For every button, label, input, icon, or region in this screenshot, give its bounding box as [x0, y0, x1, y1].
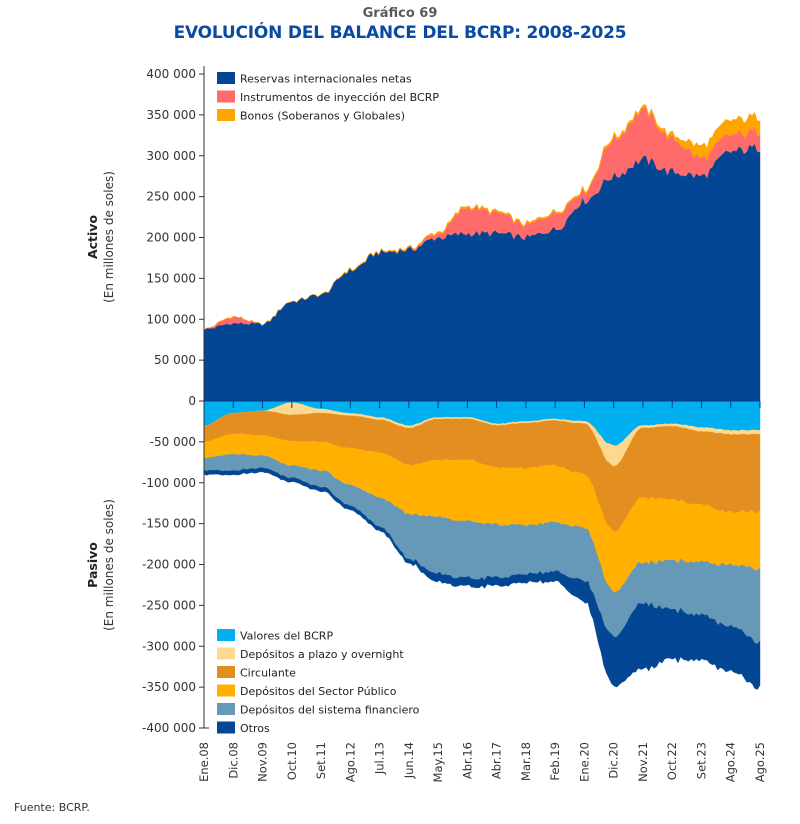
chart-subtitle: Gráfico 69	[362, 6, 438, 21]
activo-axis-title: Activo	[85, 215, 100, 259]
activo-axis-units: (En millones de soles)	[102, 171, 116, 303]
pasivo-legend-swatch	[217, 647, 235, 660]
pasivo-legend-swatch	[217, 721, 235, 734]
pasivo-legend-swatch	[217, 666, 235, 678]
activo-ytick-label: 200 000	[146, 231, 196, 245]
activo-legend-swatch	[217, 109, 235, 121]
pasivo-legend-label: Depósitos a plazo y overnight	[240, 648, 404, 661]
area-otros	[203, 467, 761, 690]
legend-activo: Reservas internacionales netas Instrument…	[217, 72, 439, 123]
pasivo-ytick-label: -150 000	[142, 517, 196, 531]
pasivo-ytick-label: -250 000	[142, 598, 196, 612]
activo-ytick-label: 250 000	[146, 190, 196, 204]
legend-pasivo: Valores del BCRP Depósitos a plazo y over…	[217, 629, 420, 735]
activo-ytick-label: 400 000	[146, 67, 196, 81]
pasivo-ytick-label: -400 000	[142, 721, 196, 735]
xtick-label: Ago.24	[724, 742, 738, 782]
xtick-label: May.15	[431, 742, 445, 782]
xtick-label: Ago.12	[343, 742, 357, 782]
pasivo-areas	[203, 400, 761, 690]
activo-legend-label: Instrumentos de inyección del BCRP	[240, 91, 439, 104]
activo-ytick-label: 150 000	[146, 271, 196, 285]
pasivo-axis-units: (En millones de soles)	[102, 499, 116, 631]
pasivo-ytick-label: -50 000	[150, 435, 196, 449]
chart-title: EVOLUCIÓN DEL BALANCE DEL BCRP: 2008-202…	[173, 23, 627, 43]
pasivo-legend-label: Otros	[240, 722, 270, 735]
activo-legend-label: Reservas internacionales netas	[240, 73, 412, 86]
pasivo-ytick-label: -200 000	[142, 558, 196, 572]
pasivo-legend-swatch	[217, 629, 235, 641]
activo-ytick-label: 100 000	[146, 312, 196, 326]
activo-legend-swatch	[217, 72, 235, 84]
xtick-label: Oct.22	[665, 742, 679, 780]
pasivo-legend-label: Depósitos del Sector Público	[240, 685, 397, 698]
activo-ytick-label: 300 000	[146, 149, 196, 163]
xtick-label: Oct.10	[285, 742, 299, 780]
xtick-label: Abr.16	[460, 742, 474, 779]
activo-ytick-label: 50 000	[154, 353, 196, 367]
activo-ytick-label: 0	[188, 394, 196, 408]
xtick-label: Nov.21	[636, 742, 650, 782]
area-bonos-soberanos-y-globales	[203, 104, 761, 331]
xtick-label: Nov.09	[256, 742, 270, 782]
y-ticks: 0 50 000 100 000 150 000 200 000 250 000 300 0…	[142, 67, 204, 735]
pasivo-legend-label: Circulante	[240, 667, 296, 680]
activo-ytick-label: 350 000	[146, 108, 196, 122]
area-reservas-internacionales-netas	[203, 143, 761, 402]
pasivo-legend-swatch	[217, 684, 235, 697]
pasivo-legend-label: Depósitos del sistema financiero	[240, 704, 420, 717]
pasivo-ytick-label: -300 000	[142, 639, 196, 653]
pasivo-legend-swatch	[217, 703, 235, 715]
xtick-label: Jun.14	[402, 742, 416, 779]
activo-legend-swatch	[217, 90, 235, 103]
pasivo-ytick-label: -100 000	[142, 476, 196, 490]
axes	[203, 66, 760, 729]
xtick-label: Ene.08	[197, 742, 211, 782]
xtick-label: Dic.08	[226, 742, 240, 779]
source-note: Fuente: BCRP.	[14, 801, 90, 814]
xtick-label: Jul.13	[373, 742, 387, 775]
pasivo-legend-label: Valores del BCRP	[240, 630, 333, 643]
xtick-label: Set.23	[695, 742, 709, 779]
pasivo-ytick-label: -350 000	[142, 680, 196, 694]
xtick-label: Dic.20	[607, 742, 621, 779]
xtick-label: Abr.17	[490, 742, 504, 779]
xtick-label: Feb.19	[548, 742, 562, 781]
x-ticks: Ene.08 Dic.08 Nov.09 Oct.10 Set.11 Ago.12 Jul.…	[197, 401, 767, 782]
xtick-label: Mar.18	[519, 742, 533, 781]
activo-legend-label: Bonos (Soberanos y Globales)	[240, 110, 405, 123]
xtick-label: Ago.25	[753, 742, 767, 782]
xtick-label: Ene.20	[577, 742, 591, 782]
pasivo-axis-title: Pasivo	[85, 542, 100, 588]
xtick-label: Set.11	[314, 742, 328, 779]
activo-areas	[203, 104, 761, 402]
